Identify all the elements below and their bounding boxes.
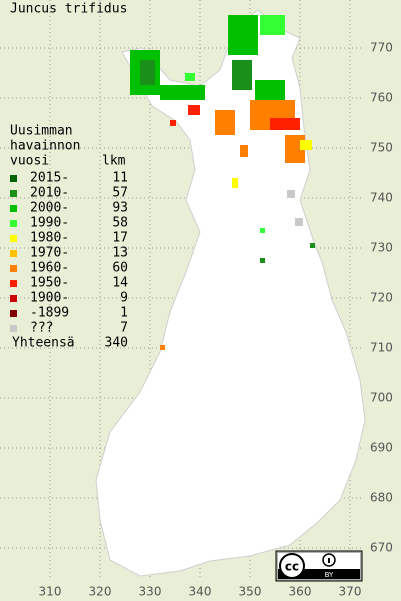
legend-label: ???	[30, 321, 53, 336]
by-label: BY	[325, 571, 334, 579]
x-grid-label: 320	[89, 585, 112, 599]
legend-label: 1970-	[30, 246, 69, 261]
legend-count: 14	[112, 276, 128, 291]
observation-squares	[130, 15, 315, 350]
title: Juncus trifidus	[10, 2, 127, 17]
license-badge: cc BY	[275, 550, 363, 582]
legend-count: 57	[112, 186, 128, 201]
y-grid-label: 700	[370, 391, 393, 405]
y-grid-label: 730	[370, 241, 393, 255]
legend-label: 2015-	[30, 171, 69, 186]
total-label: Yhteensä	[12, 336, 75, 351]
legend-label: 1980-	[30, 231, 69, 246]
legend-heading: Uusimman	[10, 124, 73, 139]
y-grid-label: 750	[370, 141, 393, 155]
legend-swatch	[10, 220, 17, 227]
y-grid-label: 680	[370, 491, 393, 505]
legend-count: 58	[112, 216, 128, 231]
legend-count: 60	[112, 261, 128, 276]
x-grid-label: 360	[289, 585, 312, 599]
legend: 2015- 11 2010- 57 2000- 93 1990- 58 1980- 17 1970-…	[10, 171, 128, 336]
y-grid-label: 690	[370, 441, 393, 455]
y-grid-label: 720	[370, 291, 393, 305]
y-grid-label: 710	[370, 341, 393, 355]
legend-label: 1900-	[30, 291, 69, 306]
legend-count: 1	[120, 306, 128, 321]
y-grid-label: 760	[370, 91, 393, 105]
legend-count: 13	[112, 246, 128, 261]
legend-swatch	[10, 250, 17, 257]
x-grid-label: 330	[139, 585, 162, 599]
cc-logo: cc	[285, 560, 299, 574]
legend-swatch	[10, 205, 17, 212]
legend-swatch	[10, 325, 17, 332]
legend-swatch	[10, 175, 17, 182]
y-grid-label: 670	[370, 541, 393, 555]
legend-heading: havainnon	[10, 139, 80, 154]
legend-swatch	[10, 295, 17, 302]
legend-label: 2010-	[30, 186, 69, 201]
legend-count-heading: lkm	[102, 154, 126, 169]
legend-swatch	[10, 190, 17, 197]
legend-swatch	[10, 310, 17, 317]
legend-swatch	[10, 280, 17, 287]
legend-heading: vuosi	[10, 154, 49, 169]
x-grid-label: 340	[189, 585, 212, 599]
legend-count: 9	[120, 291, 128, 306]
total: 340	[105, 336, 128, 351]
legend-swatch	[10, 235, 17, 242]
legend-label: 1960-	[30, 261, 69, 276]
legend-count: 17	[112, 231, 128, 246]
legend-label: 1990-	[30, 216, 69, 231]
legend-label: 1950-	[30, 276, 69, 291]
legend-count: 11	[112, 171, 128, 186]
legend-swatch	[10, 265, 17, 272]
legend-label: 2000-	[30, 201, 69, 216]
legend-count: 93	[112, 201, 128, 216]
x-grid-label: 370	[339, 585, 362, 599]
x-grid-label: 310	[39, 585, 62, 599]
x-grid-label: 350	[239, 585, 262, 599]
legend-count: 7	[120, 321, 128, 336]
y-grid-label: 770	[370, 41, 393, 55]
y-grid-label: 740	[370, 191, 393, 205]
legend-label: -1899	[30, 306, 69, 321]
